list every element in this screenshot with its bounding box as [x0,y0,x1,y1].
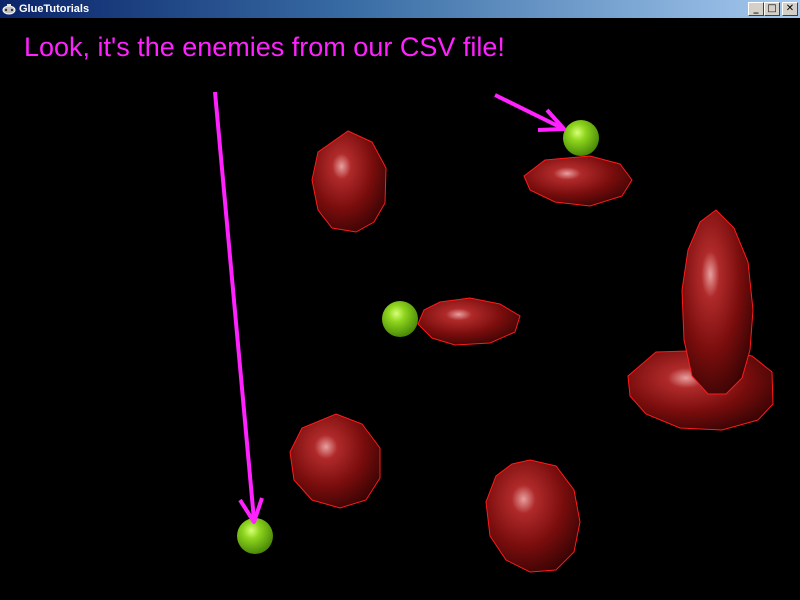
enemy-sprite [311,130,387,233]
title-bar[interactable]: GlueTutorials _ □ ✕ [0,0,800,18]
maximize-button[interactable]: □ [764,2,780,16]
green-ball [382,301,418,337]
enemy-sprite [681,209,754,395]
annotation-arrow [213,91,264,524]
enemy-sprite [523,155,633,207]
annotation-arrow [494,93,566,132]
maximize-icon: □ [767,3,777,14]
green-ball [563,120,599,156]
minimize-icon: _ [753,3,759,14]
close-button[interactable]: ✕ [782,2,798,16]
gamepad-icon [2,2,16,16]
caption-buttons: _ □ ✕ [748,2,798,16]
game-scene [213,91,774,573]
green-ball [237,518,273,554]
enemy-sprite [289,413,381,509]
enemy-sprite [417,297,521,346]
annotation-text: Look, it's the enemies from our CSV file… [24,32,505,62]
enemy-sprite [485,459,581,573]
minimize-button[interactable]: _ [748,2,764,16]
window-title: GlueTutorials [19,3,90,15]
close-icon: ✕ [785,3,795,14]
